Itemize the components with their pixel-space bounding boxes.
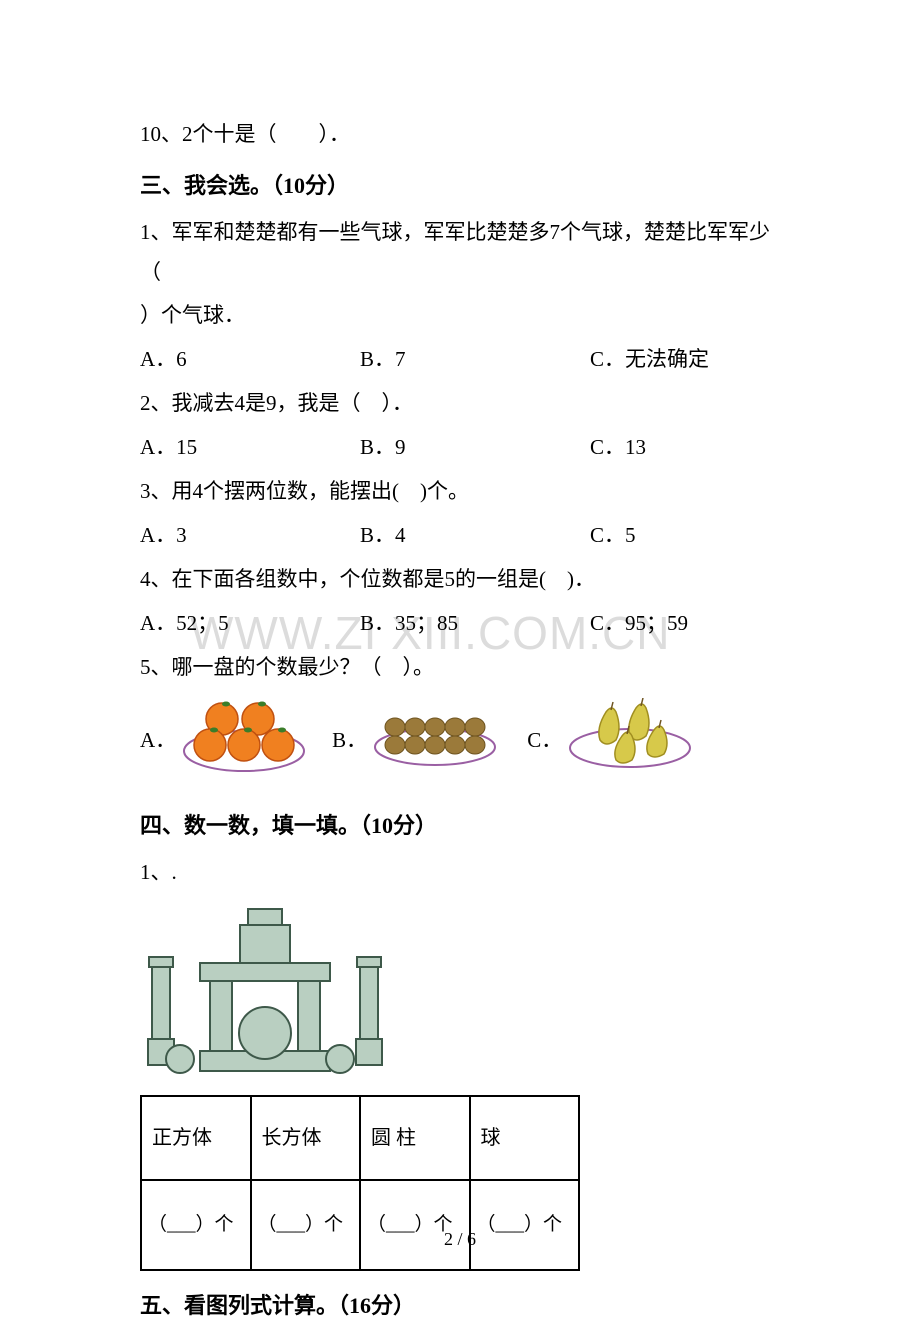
s3q1-stem1: 1、军军和楚楚都有一些气球，军军比楚楚多7个气球，楚楚比军军少（ [140,213,780,293]
td-sphere-count: （___）个 [470,1180,580,1270]
s4q1-text: 1、. [140,853,780,893]
th-sphere: 球 [470,1096,580,1180]
s3q2-stem: 2、我减去4是9，我是（ ）． [140,384,780,424]
s3q3-options: A．3 B．4 C．5 [140,516,780,556]
section4-heading: 四、数一数，填一填。（10分） [140,805,780,847]
s3q2-opt-a: A．15 [140,428,360,468]
td-cylinder-count: （___）个 [360,1180,470,1270]
s3q4-stem: 4、在下面各组数中，个位数都是5的一组是( )． [140,560,780,600]
oranges-plate-icon [180,695,308,787]
s3q3-opt-a: A．3 [140,516,360,556]
s3q5-opt-b-label: B． [332,721,367,761]
td-cube-count: （___）个 [141,1180,251,1270]
s3q4-options: A．52；5 B．35；85 C．95；59 [140,604,780,644]
s3q1-options: A．6 B．7 C．无法确定 [140,340,780,380]
th-cylinder: 圆 柱 [360,1096,470,1180]
s3q5-opt-a-label: A． [140,721,176,761]
th-cube: 正方体 [141,1096,251,1180]
blocks-figure-icon [140,901,780,1095]
table-row: （___）个 （___）个 （___）个 （___）个 [141,1180,579,1270]
s3q1-opt-c: C．无法确定 [590,340,709,380]
s3q1-stem2: ）个气球． [140,296,780,336]
s3q5-image-options: A． B． [140,695,780,787]
s3q5-opt-c-wrap: C． [527,698,694,784]
s3q4-opt-c: C．95；59 [590,604,688,644]
shapes-count-table: 正方体 长方体 圆 柱 球 （___）个 （___）个 （___）个 （___）… [140,1095,580,1271]
s3q5-opt-b-wrap: B． [332,701,499,781]
table-row: 正方体 长方体 圆 柱 球 [141,1096,579,1180]
s3q2-opt-b: B．9 [360,428,590,468]
pears-plate-icon [566,698,694,784]
s3q5-opt-a-wrap: A． [140,695,308,787]
s3q3-opt-c: C．5 [590,516,636,556]
s3q1-opt-a: A．6 [140,340,360,380]
page-content: 10、2个十是（ ）． 三、我会选。（10分） 1、军军和楚楚都有一些气球，军军… [140,115,780,1327]
td-cuboid-count: （___）个 [251,1180,361,1270]
s3q4-opt-b: B．35；85 [360,604,590,644]
s3q3-stem: 3、用4个摆两位数，能摆出( )个。 [140,472,780,512]
s3q5-stem: 5、哪一盘的个数最少？（ ）。 [140,648,780,688]
s3q5-opt-c-label: C． [527,721,562,761]
q10-text: 10、2个十是（ ）． [140,115,780,155]
section5-heading: 五、看图列式计算。（16分） [140,1285,780,1327]
s3q1-opt-b: B．7 [360,340,590,380]
s3q3-opt-b: B．4 [360,516,590,556]
section3-heading: 三、我会选。（10分） [140,165,780,207]
th-cuboid: 长方体 [251,1096,361,1180]
s3q2-opt-c: C．13 [590,428,646,468]
s3q4-opt-a: A．52；5 [140,604,360,644]
nuts-plate-icon [371,701,499,781]
s3q2-options: A．15 B．9 C．13 [140,428,780,468]
